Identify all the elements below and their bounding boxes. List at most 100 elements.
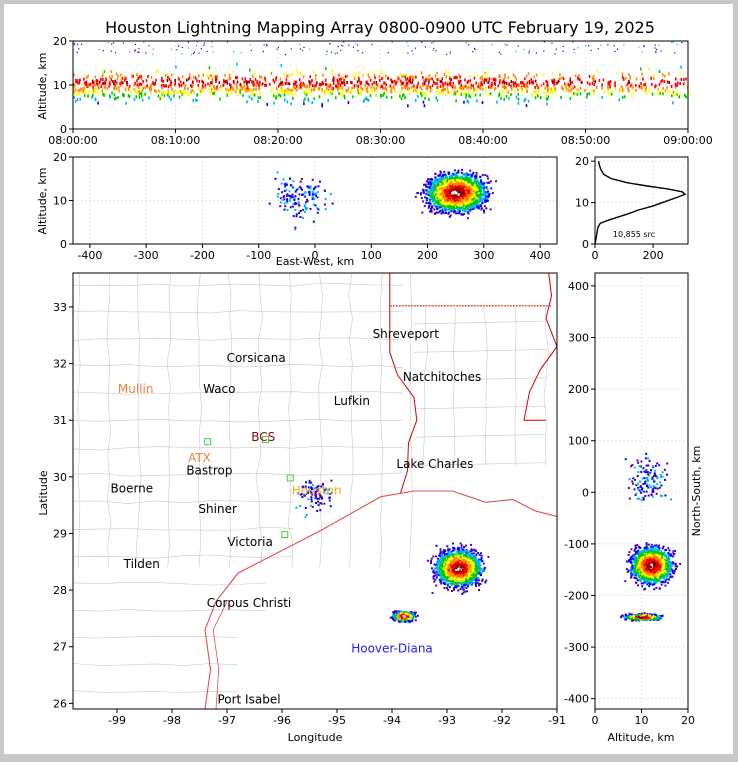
ew-source-point — [423, 192, 425, 194]
ew-source-point — [325, 198, 327, 200]
source-point — [174, 82, 176, 85]
ew-source-point — [302, 209, 304, 211]
ew-source-point — [478, 208, 480, 210]
ew-source-point — [483, 198, 485, 200]
source-point — [499, 90, 501, 93]
ew-source-point — [307, 200, 309, 202]
ew-source-point — [440, 197, 442, 199]
hist-y-tick-label: 0 — [582, 238, 589, 251]
source-point — [468, 44, 469, 45]
ew-source-point — [485, 207, 487, 209]
source-point — [138, 52, 139, 53]
source-point — [326, 87, 328, 90]
ew-source-point — [463, 201, 465, 203]
source-point — [211, 42, 212, 43]
source-point — [79, 89, 81, 92]
ew-source-point — [451, 206, 453, 208]
ew-source-point — [332, 203, 334, 205]
ew-source-point — [471, 190, 473, 192]
ew-source-point — [430, 208, 432, 210]
source-point — [672, 101, 674, 104]
source-point — [444, 88, 446, 91]
source-point — [321, 88, 323, 91]
source-point — [125, 102, 127, 105]
source-point — [374, 76, 376, 79]
source-point — [648, 88, 650, 91]
source-point — [173, 91, 175, 94]
source-point — [142, 99, 144, 102]
ew-source-point — [298, 198, 300, 200]
source-point — [328, 88, 330, 91]
source-point — [284, 98, 286, 101]
source-point — [155, 71, 157, 74]
ew-source-point — [315, 204, 317, 206]
source-point — [252, 81, 254, 84]
source-point — [591, 90, 593, 93]
ew-source-point — [480, 185, 482, 187]
source-point — [635, 89, 637, 92]
source-point — [468, 101, 470, 104]
source-point — [376, 83, 378, 86]
source-point — [228, 91, 230, 94]
source-point — [422, 84, 424, 87]
ew-source-point — [447, 199, 449, 201]
ew-source-point — [317, 191, 319, 193]
source-point — [455, 99, 457, 102]
source-point — [251, 50, 252, 51]
source-point — [561, 76, 563, 79]
source-point — [473, 87, 475, 90]
source-point — [584, 89, 586, 92]
source-point — [485, 88, 487, 91]
ew-x-tick-label: -400 — [77, 249, 102, 262]
source-point — [202, 89, 204, 92]
source-point — [102, 93, 104, 96]
source-point — [309, 75, 311, 78]
ew-source-point — [439, 174, 441, 176]
source-point — [303, 75, 305, 78]
source-point — [636, 77, 638, 80]
source-point — [144, 93, 146, 96]
ew-source-point — [304, 195, 306, 197]
source-point — [338, 46, 339, 47]
ew-source-point — [454, 169, 456, 171]
source-point — [490, 85, 492, 88]
source-point — [269, 83, 271, 86]
source-point — [456, 90, 458, 93]
ew-source-point — [485, 197, 487, 199]
source-point — [421, 94, 423, 97]
source-point — [436, 82, 438, 85]
source-point — [671, 85, 673, 88]
ew-source-point — [474, 184, 476, 186]
source-point — [547, 81, 549, 84]
source-point — [614, 88, 616, 91]
hist-x-tick-label: 200 — [643, 249, 664, 262]
source-point — [499, 93, 501, 96]
source-point — [252, 75, 254, 78]
source-point — [616, 71, 618, 74]
source-point — [614, 84, 616, 87]
source-point — [469, 74, 471, 77]
ew-source-point — [432, 197, 434, 199]
ew-source-point — [283, 178, 285, 180]
source-point — [190, 84, 192, 87]
source-point — [574, 86, 576, 89]
source-point — [155, 79, 157, 82]
source-point — [385, 87, 387, 90]
source-point — [329, 92, 331, 95]
source-point — [417, 86, 419, 89]
source-point — [508, 76, 510, 79]
source-point — [631, 95, 633, 98]
source-point — [299, 44, 300, 45]
source-point — [148, 45, 149, 46]
source-point — [237, 81, 239, 84]
source-point — [664, 75, 666, 78]
source-point — [168, 85, 170, 88]
source-point — [407, 45, 408, 46]
ew-source-point — [462, 190, 464, 192]
source-point — [674, 52, 675, 53]
ew-source-point — [457, 187, 459, 189]
source-point — [254, 71, 256, 74]
source-point — [529, 80, 531, 83]
source-point — [373, 71, 375, 74]
source-point — [337, 52, 338, 53]
